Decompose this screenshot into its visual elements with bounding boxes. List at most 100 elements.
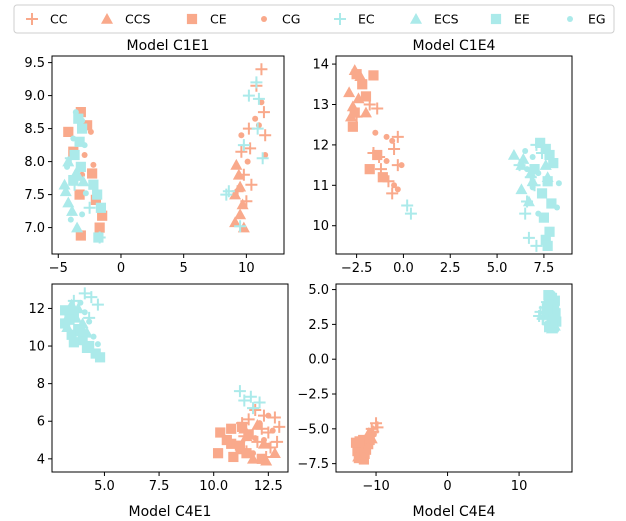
point-cc	[235, 145, 248, 158]
point-eg	[529, 154, 536, 161]
panel-2: −2.5 0.0 2.5 5.0 7.5 10 11 12 13 14 Model C1E4	[312, 38, 573, 276]
point-eg	[542, 301, 549, 308]
point-ee	[94, 352, 106, 363]
y-tick-label: 8	[37, 377, 45, 392]
point-ec	[251, 122, 264, 135]
point-cg	[389, 137, 396, 144]
point-ee	[546, 198, 557, 209]
point-ecs	[58, 178, 71, 190]
point-cc	[273, 420, 286, 433]
legend-label: CG	[282, 12, 300, 27]
x-tick-label: 2.5	[440, 261, 461, 276]
point-ee	[60, 318, 71, 329]
x-tick-label: 7.5	[534, 261, 555, 276]
point-eg	[554, 204, 561, 211]
point-eg	[94, 341, 101, 348]
point-ce	[241, 448, 252, 459]
y-tick-label: 10	[312, 219, 329, 234]
scatter-points	[343, 64, 562, 252]
legend-label: ECS	[434, 12, 459, 27]
point-eg	[524, 166, 531, 173]
legend-entry-ce: CE	[186, 12, 227, 27]
point-eg	[74, 168, 81, 175]
y-tick-label: −2.5	[297, 388, 329, 403]
y-tick-label: 0.0	[308, 353, 329, 368]
y-tick-label: 8.0	[24, 155, 45, 170]
point-ce	[212, 448, 224, 459]
point-eg	[77, 299, 84, 306]
y-tick-label: 13	[312, 98, 329, 113]
legend-marker-ec	[334, 13, 346, 25]
legend-entry-eg: EG	[567, 12, 606, 27]
x-tick-label: 10.0	[199, 479, 228, 494]
point-ee	[66, 329, 77, 340]
x-tick-label: 0	[117, 261, 125, 276]
point-ce	[364, 164, 375, 175]
point-ec	[234, 220, 247, 233]
point-cg	[252, 435, 259, 442]
x-tick-label: −5	[49, 261, 68, 276]
point-ecs	[515, 183, 528, 195]
point-ccs	[232, 168, 245, 180]
point-eg	[90, 333, 97, 340]
point-ee	[540, 143, 551, 155]
point-cg	[258, 99, 265, 106]
point-ee	[60, 305, 71, 316]
legend-label: CC	[50, 12, 68, 27]
point-ccs	[234, 208, 247, 220]
point-cc	[391, 130, 404, 143]
point-cg	[260, 437, 267, 444]
point-ee	[95, 202, 107, 213]
point-cc	[271, 435, 284, 448]
point-ce	[347, 121, 358, 132]
legend-marker-cg	[261, 16, 267, 22]
point-ce	[360, 91, 372, 102]
point-ee	[68, 337, 79, 348]
x-tick-label: 5.0	[487, 261, 508, 276]
point-ccs	[359, 106, 372, 118]
point-cc	[244, 142, 257, 155]
point-ec	[519, 207, 532, 220]
y-tick-label: 8.5	[24, 122, 45, 137]
point-cg	[383, 133, 390, 140]
point-eg	[69, 179, 76, 186]
point-ccs	[229, 188, 242, 200]
point-ce	[372, 149, 383, 161]
point-ec	[237, 139, 250, 152]
panel-3: 5.0 7.5 10.0 12.5 4 6 8 10 12 Model C4E1	[28, 283, 289, 520]
x-tick-label: 5.0	[94, 479, 115, 494]
point-eg	[72, 109, 79, 116]
point-ec	[233, 385, 246, 398]
point-ce	[357, 79, 368, 90]
point-ee	[92, 189, 103, 200]
point-cg	[265, 442, 272, 449]
point-cg	[87, 128, 94, 135]
axes-frame	[51, 283, 289, 473]
point-ee	[68, 307, 79, 318]
point-ce	[377, 172, 388, 183]
point-ec	[220, 188, 233, 201]
y-tick-label: −7.5	[297, 457, 329, 472]
point-ecs	[62, 155, 75, 167]
point-eg	[529, 184, 536, 191]
point-ce	[243, 429, 254, 440]
point-eg	[547, 315, 554, 322]
point-ce	[63, 126, 74, 137]
point-cc	[249, 403, 262, 416]
point-ee	[75, 161, 86, 172]
point-cg	[360, 452, 367, 459]
point-ec	[83, 201, 96, 214]
point-ec	[530, 239, 543, 252]
point-ee	[529, 164, 540, 175]
x-tick-label: −10	[362, 479, 389, 494]
legend-marker-ce	[186, 13, 198, 25]
legend-frame	[13, 4, 615, 34]
legend-label: EG	[588, 12, 606, 27]
point-ee	[81, 342, 93, 354]
point-ec	[247, 402, 260, 415]
y-tick-label: 9.0	[24, 89, 45, 104]
point-cg	[391, 182, 398, 189]
y-tick-label: 7.0	[24, 221, 45, 236]
point-cg	[250, 450, 257, 457]
point-ce	[354, 436, 365, 447]
